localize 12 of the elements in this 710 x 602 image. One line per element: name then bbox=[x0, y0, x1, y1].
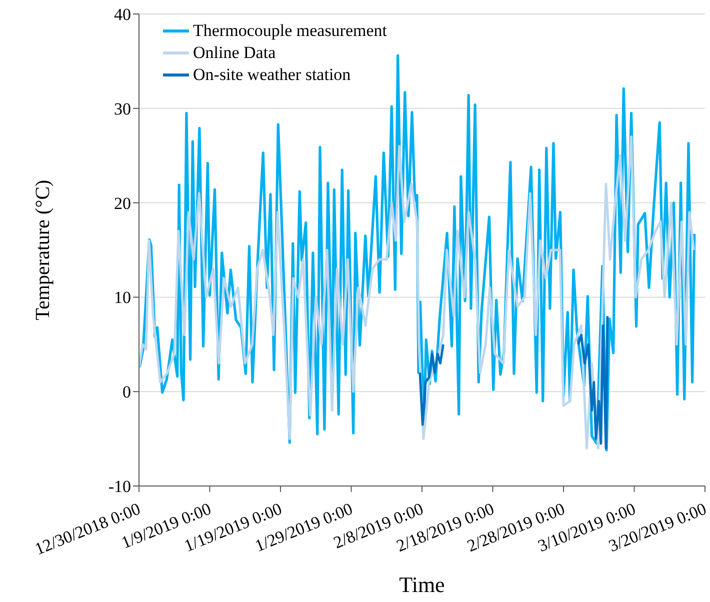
y-tick-label: 20 bbox=[114, 194, 131, 213]
y-axis-title: Temperature (°C) bbox=[32, 180, 54, 320]
y-tick-label: 0 bbox=[122, 382, 131, 402]
legend-label: Thermocouple measurement bbox=[193, 20, 388, 42]
legend-label: Online Data bbox=[193, 42, 276, 64]
y-tick-label: 10 bbox=[114, 288, 131, 308]
y-tick-label: -10 bbox=[108, 477, 131, 496]
y-tick-label: 40 bbox=[114, 5, 131, 24]
line-series bbox=[139, 136, 695, 450]
legend-label: On-site weather station bbox=[193, 64, 351, 86]
x-axis-title: Time bbox=[399, 572, 445, 597]
y-tick-label: 30 bbox=[114, 99, 131, 118]
